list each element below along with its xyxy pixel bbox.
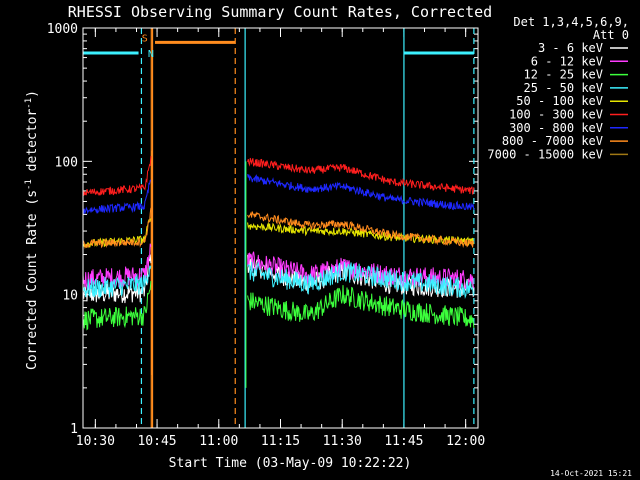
legend-header: Att 0 [593, 28, 629, 42]
series-line [82, 156, 152, 196]
legend-entry-label: 6 - 12 keV [531, 54, 603, 68]
y-tick-label: 100 [55, 155, 78, 170]
x-axis-label: Start Time (03-May-09 10:22:22) [169, 456, 412, 471]
x-tick-label: 11:45 [384, 434, 423, 449]
series-300-800-kev [82, 174, 475, 215]
series-line [247, 261, 475, 299]
series-line [82, 243, 152, 290]
x-tick-label: 11:30 [323, 434, 362, 449]
footer-timestamp: 14-Oct-2021 15:21 [550, 469, 632, 478]
series-800-7000-kev [82, 207, 475, 250]
plot-frame [82, 27, 479, 429]
legend-entry-label: 100 - 300 keV [509, 108, 603, 122]
chart-title: RHESSI Observing Summary Count Rates, Co… [68, 3, 492, 21]
y-axis-label-part: detector [25, 109, 40, 180]
x-axis: 10:30 10:45 11:00 11:15 11:30 11:45 12:00 [76, 28, 485, 449]
legend-entry-label: 12 - 25 keV [524, 68, 603, 82]
series-group [82, 156, 475, 331]
series-line [247, 285, 475, 329]
y-tick-label: 10 [62, 289, 78, 304]
flag-label: N [148, 49, 154, 60]
series-line [82, 265, 152, 299]
x-tick-label: 10:45 [137, 434, 176, 449]
y-tick-label: 1 [70, 422, 78, 437]
x-tick-label: 12:00 [446, 434, 485, 449]
series-12-25-kev [82, 281, 475, 331]
y-axis-label-part: Corrected Count Rate (s [25, 190, 40, 370]
series-line [82, 207, 152, 250]
legend-entry-label: 25 - 50 keV [524, 81, 603, 95]
y-axis-label: Corrected Count Rate (s-1 detector-1) [24, 90, 40, 370]
x-tick-label: 10:30 [76, 434, 115, 449]
flag-label: S [142, 33, 148, 44]
plot-area: 1 10 100 1000 10:30 10:45 11:00 11:15 11:30 11:45… [47, 22, 486, 449]
series-line [247, 211, 475, 248]
x-tick-label: 11:00 [199, 434, 238, 449]
legend-header: Det 1,3,4,5,6,9, [513, 15, 629, 29]
series-line [82, 179, 152, 215]
legend-entry-label: 7000 - 15000 keV [487, 147, 603, 161]
series-line [247, 174, 475, 211]
series-line [247, 221, 475, 247]
series-line [247, 157, 475, 195]
y-axis-label-part: ) [25, 90, 40, 98]
legend-entry-label: 300 - 800 keV [509, 121, 603, 135]
series-line [82, 281, 152, 331]
y-axis-label-part: -1 [24, 179, 34, 190]
legend-entry-label: 50 - 100 keV [516, 94, 603, 108]
y-axis: 1 10 100 1000 [47, 22, 478, 437]
y-axis-label-part: -1 [24, 98, 34, 109]
series-100-300-kev [82, 156, 475, 196]
legend-entry-label: 3 - 6 keV [538, 41, 603, 55]
x-tick-label: 11:15 [261, 434, 300, 449]
series-25-50-kev [82, 261, 475, 299]
y-tick-label: 1000 [47, 22, 78, 37]
legend-entry-label: 800 - 7000 keV [502, 134, 603, 148]
